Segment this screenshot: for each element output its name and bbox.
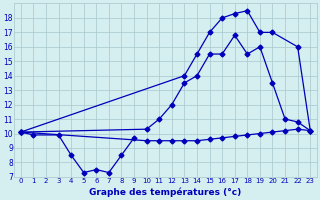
X-axis label: Graphe des températures (°c): Graphe des températures (°c)	[89, 187, 242, 197]
